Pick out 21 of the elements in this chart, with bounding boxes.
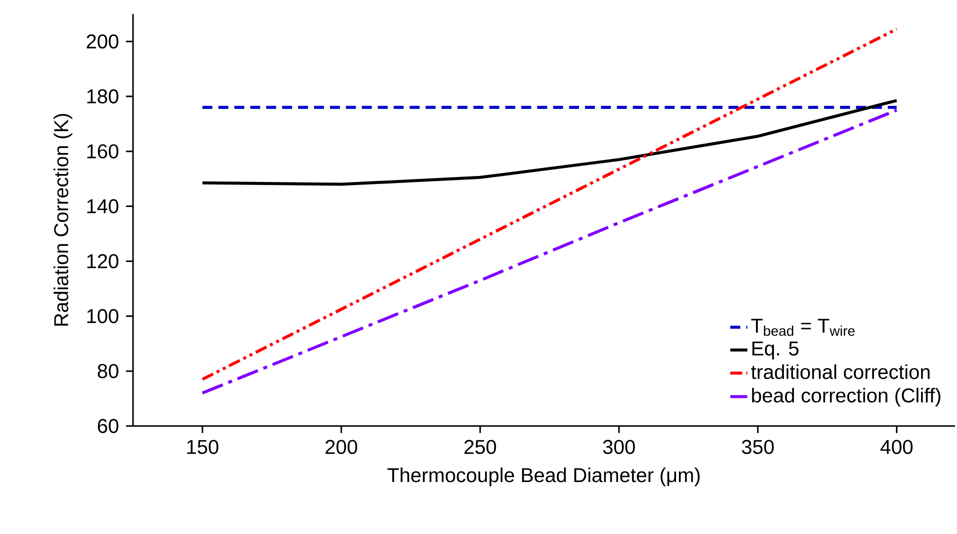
x-axis-title: Thermocouple Bead Diameter (μm) bbox=[388, 468, 700, 486]
line-series bbox=[200, 99, 898, 186]
y-tick-label: 80 bbox=[98, 364, 118, 378]
y-tick-label: 160 bbox=[87, 144, 118, 158]
x-tick-label: 400 bbox=[880, 440, 913, 454]
x-tick-label: 350 bbox=[742, 440, 774, 454]
legend-label: Eq. 5 bbox=[752, 342, 798, 360]
y-tick-label: 180 bbox=[87, 89, 118, 104]
y-tick-label: 60 bbox=[98, 418, 118, 434]
y-tick-label: 200 bbox=[86, 34, 118, 49]
legend-label: bead correction (Cliff) bbox=[752, 388, 940, 406]
x-tick-label: 200 bbox=[326, 440, 358, 454]
y-tick-label: 140 bbox=[87, 199, 118, 214]
legend-label: T$_{bead}$ = T$_{wire}$ bbox=[751, 318, 855, 336]
x-tick-label: 300 bbox=[603, 440, 635, 454]
x-tick-label: 150 bbox=[187, 440, 218, 454]
y-tick-label: 100 bbox=[87, 309, 118, 324]
x-tick-label: 250 bbox=[464, 440, 496, 454]
y-tick-label: 120 bbox=[87, 254, 118, 268]
legend-label: traditional correction bbox=[751, 364, 930, 380]
y-axis-title: Radiation Correction (K) bbox=[54, 114, 72, 326]
